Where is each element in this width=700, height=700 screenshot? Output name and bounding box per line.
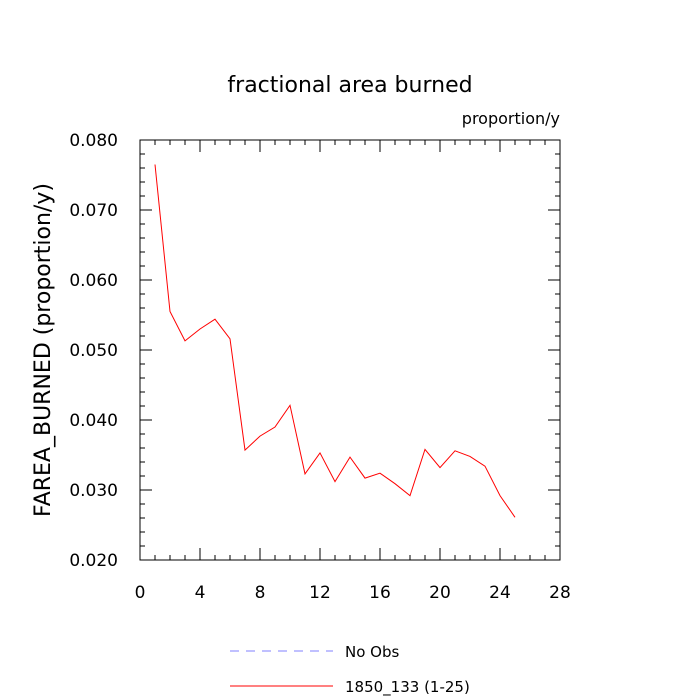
x-tick-label: 28 [549,583,571,603]
x-tick-label: 20 [429,583,451,603]
y-tick-label: 0.080 [69,131,118,151]
axis-ticks [139,139,561,561]
x-tick-label: 12 [309,583,331,603]
series-lines [154,164,516,518]
y-axis-label: FAREA_BURNED (proportion/y) [31,183,56,517]
x-tick-label: 16 [369,583,391,603]
y-tick-label: 0.040 [69,411,118,431]
x-tick-label: 4 [195,583,206,603]
plot-frame [139,139,561,561]
series-line [154,164,516,518]
y-tick-label: 0.070 [69,201,118,221]
x-tick-label: 0 [135,583,146,603]
legend-label: 1850_133 (1-25) [345,678,470,697]
y-tick-label: 0.050 [69,341,118,361]
units-label: proportion/y [462,109,560,128]
legend-label: No Obs [345,643,399,661]
tick-labels: 0 4 8 12 16 20 24 28 0.020 0.030 0.040 0.050 0.060 0.… [69,131,570,603]
x-tick-label: 24 [489,583,511,603]
chart-title: fractional area burned [227,73,472,98]
y-tick-label: 0.030 [69,481,118,501]
y-tick-label: 0.060 [69,271,118,291]
y-tick-label: 0.020 [69,551,118,571]
x-tick-label: 8 [255,583,266,603]
legend: No Obs 1850_133 (1-25) [230,643,470,697]
